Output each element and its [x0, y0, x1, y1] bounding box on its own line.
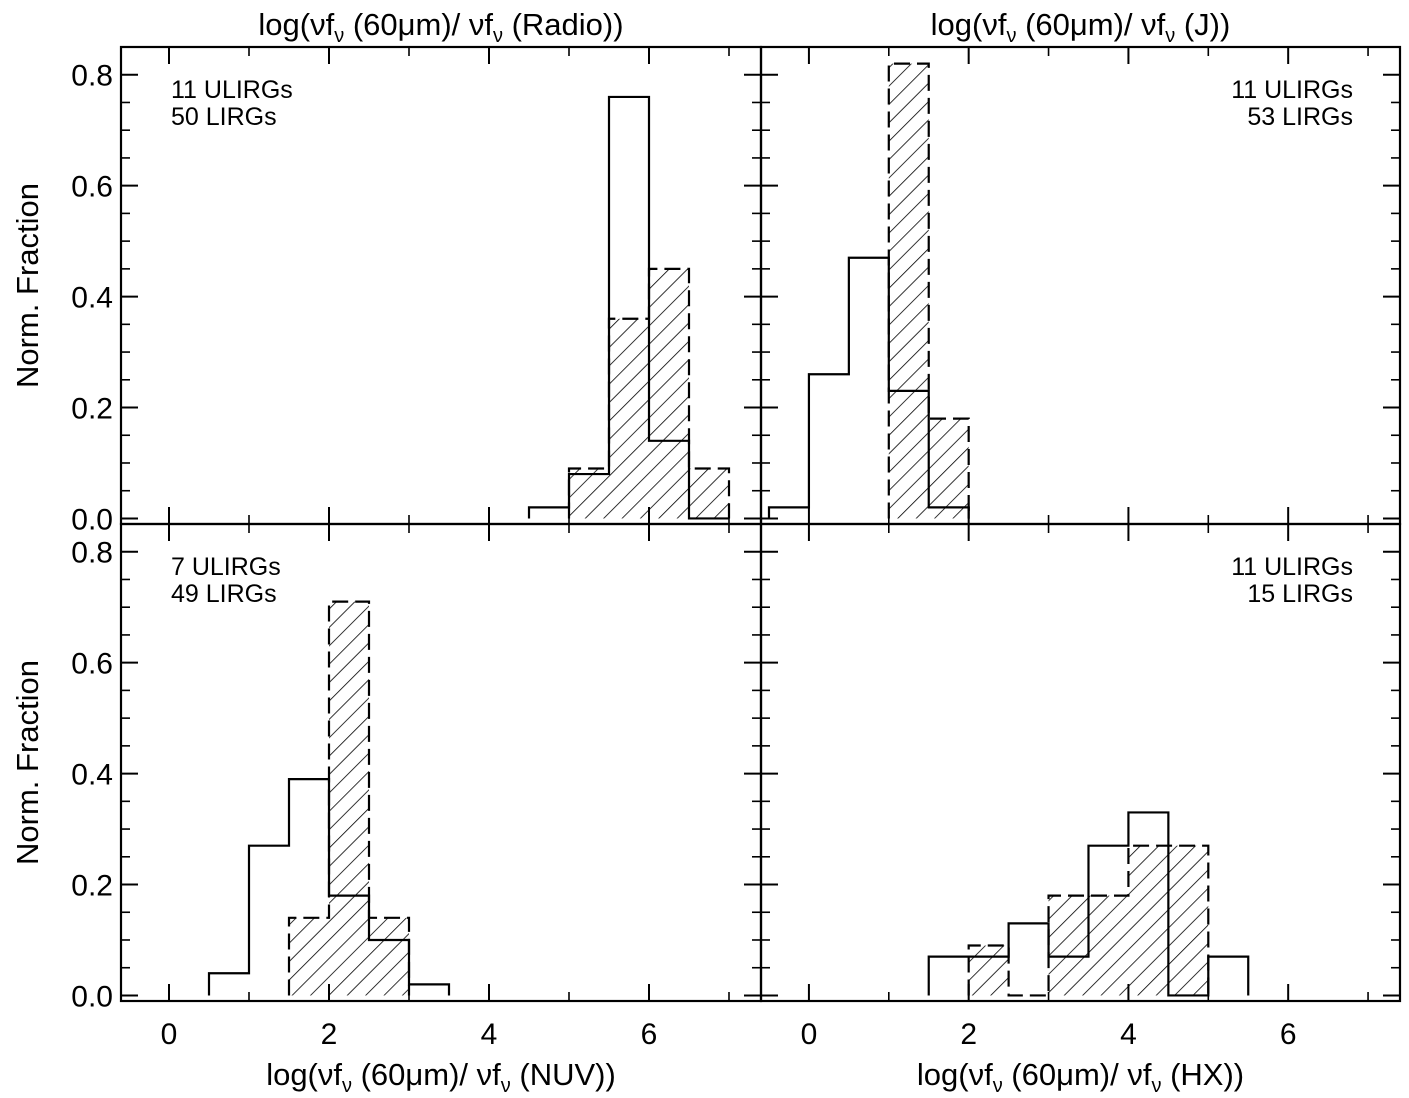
hatched-histogram-outline: [567, 267, 731, 519]
y-tick-label: 0.2: [71, 870, 113, 903]
x-tick-label: 4: [481, 1018, 498, 1051]
hatched-bar: [689, 468, 729, 519]
y-tick-label: 0.6: [71, 171, 113, 204]
sample-count-label: 49 LIRGs: [171, 580, 277, 608]
panel-title: log(νfν (60μm)/ νfν (J)): [931, 7, 1231, 47]
x-tick-label: 0: [801, 1018, 818, 1051]
y-tick-label: 0.8: [71, 60, 113, 93]
hatched-bar: [609, 318, 649, 519]
y-tick-label: 0.4: [71, 759, 113, 792]
x-tick-label: 2: [960, 1018, 977, 1051]
x-axis-label: log(νfν (60μm)/ νfν (HX)): [917, 1057, 1244, 1097]
hatched-bar: [1168, 845, 1209, 996]
y-tick-label: 0.0: [71, 503, 113, 536]
y-tick-label: 0.2: [71, 393, 113, 426]
hatched-histogram-outline: [887, 62, 970, 519]
x-tick-label: 6: [641, 1018, 658, 1051]
hatched-bar: [1088, 895, 1129, 996]
sample-count-label: 50 LIRGs: [171, 103, 277, 131]
x-tick-label: 4: [1120, 1018, 1137, 1051]
hatched-bar: [888, 63, 929, 519]
panel-frame: [759, 522, 1402, 1003]
y-tick-label: 0.6: [71, 648, 113, 681]
hatched-histogram-outline: [967, 844, 1210, 997]
x-axis-label: log(νfν (60μm)/ νfν (NUV)): [266, 1057, 616, 1097]
sample-count-label: 11 ULIRGs: [1231, 553, 1353, 581]
x-tick-label: 2: [321, 1018, 338, 1051]
y-tick-label: 0.0: [71, 980, 113, 1013]
hatched-histogram-outline: [287, 600, 411, 996]
x-tick-label: 6: [1280, 1018, 1297, 1051]
hatched-bar: [1048, 895, 1089, 996]
hatched-bar: [569, 468, 609, 519]
sample-count-label: 15 LIRGs: [1247, 580, 1353, 608]
panel-title: log(νfν (60μm)/ νfν (Radio)): [258, 7, 623, 47]
hatched-bar: [928, 418, 969, 519]
hatched-bar: [1128, 845, 1169, 996]
y-axis-label: Norm. Fraction: [10, 183, 45, 388]
hatched-bar: [329, 601, 369, 996]
hatched-bar: [369, 917, 409, 996]
hatched-bar: [649, 268, 689, 519]
hatched-bar: [968, 945, 1009, 996]
y-tick-label: 0.4: [71, 282, 113, 315]
sample-count-label: 11 ULIRGs: [171, 76, 293, 104]
x-tick-label: 0: [161, 1018, 178, 1051]
y-axis-label: Norm. Fraction: [10, 660, 45, 865]
y-tick-label: 0.8: [71, 537, 113, 570]
sample-count-label: 53 LIRGs: [1247, 103, 1353, 131]
sample-count-label: 11 ULIRGs: [1231, 76, 1353, 104]
sample-count-label: 7 ULIRGs: [171, 553, 281, 581]
hatched-bar: [289, 917, 329, 996]
